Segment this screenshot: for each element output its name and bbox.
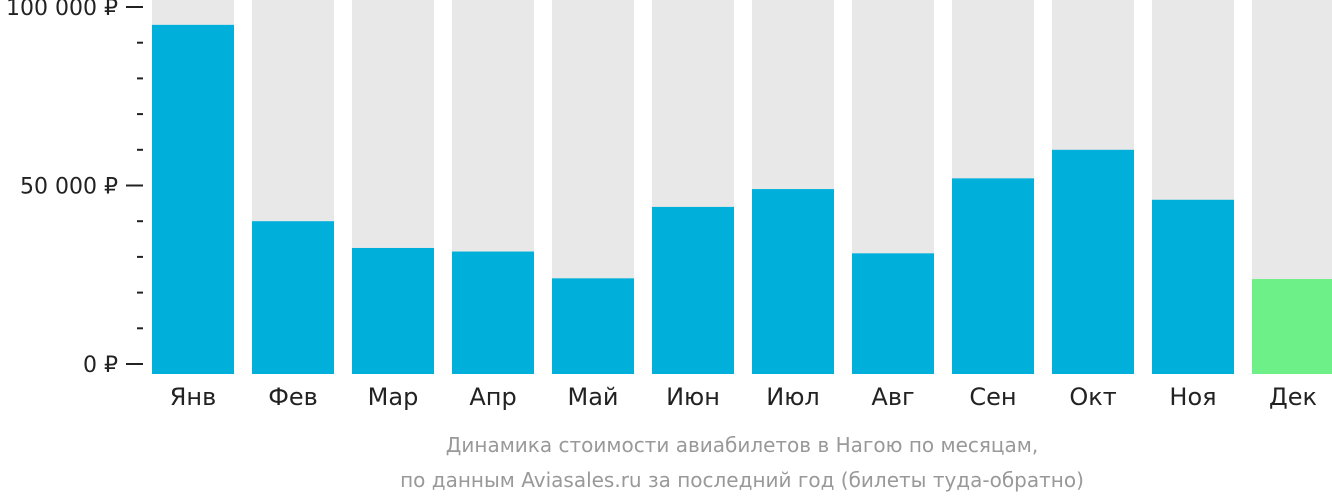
x-tick-label: Дек: [1269, 383, 1317, 411]
bar-4: [452, 251, 534, 374]
bar-10: [1052, 149, 1134, 374]
x-tick-label: Июл: [766, 383, 820, 411]
bar-3: [352, 247, 434, 374]
bar-8: [852, 253, 934, 374]
x-tick-label: Сен: [969, 383, 1016, 411]
x-tick-label: Апр: [469, 383, 516, 411]
x-tick-label: Окт: [1069, 383, 1116, 411]
bar-1: [152, 24, 234, 374]
bar-12: [1252, 279, 1332, 374]
bar-7: [752, 189, 834, 374]
y-axis: 0 ₽ 50 000 ₽ 100 000 ₽: [6, 0, 143, 378]
x-tick-label: Мар: [368, 383, 419, 411]
x-axis: Янв Фев Мар Апр Май Июн Июл Авг Сен Окт Ноя Дек: [170, 383, 1317, 411]
x-tick-label: Янв: [170, 383, 217, 411]
x-tick-label: Ноя: [1169, 383, 1216, 411]
bars: [152, 24, 1332, 374]
bar-2: [252, 221, 334, 374]
chart-caption-line-1: Динамика стоимости авиабилетов в Нагою п…: [446, 433, 1038, 457]
bar-11: [1152, 199, 1234, 374]
x-tick-label: Фев: [268, 383, 318, 411]
bar-5: [552, 278, 634, 374]
y-tick-label: 50 000 ₽: [20, 175, 118, 200]
bar-6: [652, 206, 734, 374]
y-tick-label: 100 000 ₽: [6, 0, 118, 21]
y-tick-label: 0 ₽: [83, 353, 118, 378]
x-tick-label: Июн: [666, 383, 720, 411]
bar-9: [952, 178, 1034, 374]
x-tick-label: Май: [567, 383, 618, 411]
chart-caption-line-2: по данным Aviasales.ru за последний год …: [400, 468, 1084, 492]
x-tick-label: Авг: [871, 383, 914, 411]
